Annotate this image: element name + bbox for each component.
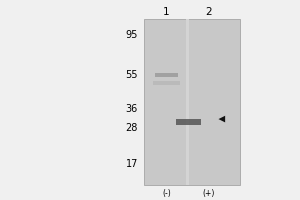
Text: 36: 36 [126, 104, 138, 114]
Bar [176, 119, 201, 125]
Text: 1: 1 [163, 7, 170, 17]
Text: 95: 95 [126, 30, 138, 40]
Text: 2: 2 [205, 7, 211, 17]
Text: (+): (+) [202, 189, 214, 198]
Bar [144, 19, 240, 185]
Text: 55: 55 [126, 70, 138, 80]
Bar [155, 73, 178, 77]
Bar [153, 81, 180, 85]
Text: 17: 17 [126, 159, 138, 169]
Text: (-): (-) [162, 189, 171, 198]
Text: 28: 28 [126, 123, 138, 133]
Bar [185, 19, 189, 185]
